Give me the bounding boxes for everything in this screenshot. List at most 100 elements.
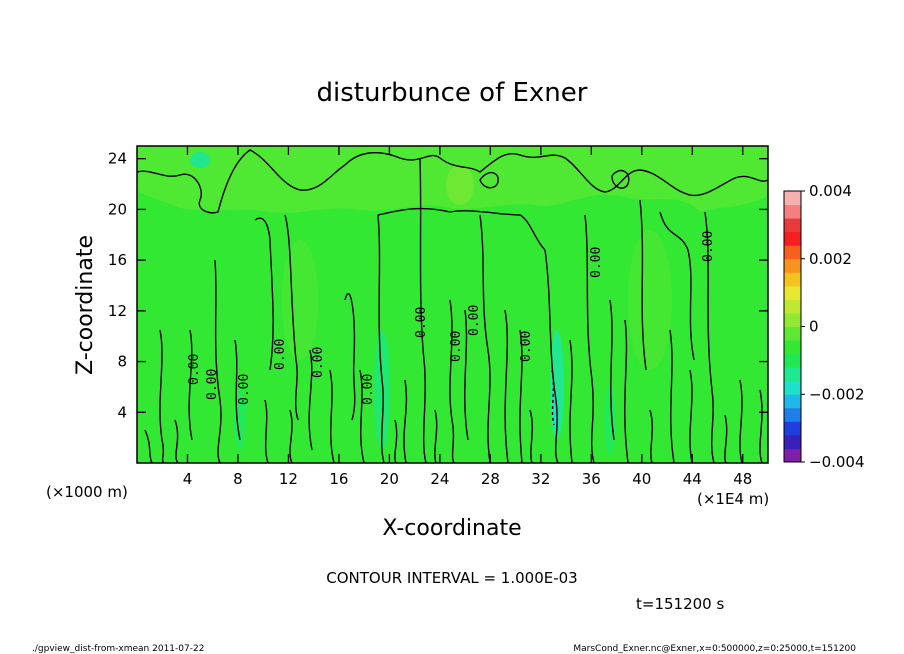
colorbar-tick-label: −0.004 bbox=[809, 453, 865, 471]
colorbar-segment bbox=[784, 434, 801, 449]
contour-line bbox=[464, 309, 469, 441]
colorbar-segment bbox=[784, 326, 801, 341]
colorbar-segment bbox=[784, 231, 801, 246]
contour-line bbox=[284, 214, 299, 421]
colorbar-segment bbox=[784, 312, 801, 327]
x-tick-label: 36 bbox=[582, 470, 601, 488]
footer-left: ./gpview_dist-from-xmean 2011-07-22 bbox=[32, 644, 204, 654]
contour-line bbox=[377, 214, 385, 463]
y-tick-label: 24 bbox=[108, 150, 127, 168]
contour-lines bbox=[137, 149, 768, 463]
contour-line bbox=[611, 169, 630, 189]
contour-label: 0.00 bbox=[701, 231, 716, 262]
negative-patch bbox=[374, 330, 390, 450]
contour-line bbox=[519, 329, 523, 463]
contour-line bbox=[174, 419, 179, 463]
contour-label: 0.00 bbox=[414, 307, 429, 338]
plot-area: 0.00 0.00 0.00 0.00 0.00 0.00 0.00 0.00 … bbox=[136, 145, 769, 464]
contour-line bbox=[188, 329, 193, 441]
contour-line bbox=[659, 211, 695, 361]
colorbar-segment bbox=[784, 367, 801, 382]
colorbar-tick-label: 0.004 bbox=[809, 182, 852, 200]
contour-line bbox=[624, 319, 629, 463]
x-unit-label: (×1000 m) bbox=[46, 483, 128, 501]
colorbar-tick-label: 0 bbox=[809, 318, 819, 336]
contour-line bbox=[394, 419, 398, 463]
contour-line bbox=[359, 369, 365, 463]
x-unit-label-secondary: (×1E4 m) bbox=[697, 490, 769, 508]
contour-line bbox=[584, 214, 595, 463]
y-axis: 4 8 12 16 20 24 bbox=[108, 150, 768, 421]
x-tick-label: 32 bbox=[531, 470, 550, 488]
colorbar-segment bbox=[784, 353, 801, 368]
contour-line bbox=[439, 153, 768, 197]
x-axis: 4 8 12 16 20 24 28 32 36 40 44 48 bbox=[183, 146, 752, 488]
contour-line bbox=[329, 369, 335, 463]
colorbar-labels: 0.004 0.002 0 −0.002 −0.004 bbox=[801, 182, 865, 471]
y-tick-label: 8 bbox=[117, 353, 127, 371]
contour-label: 0.00 bbox=[237, 374, 252, 405]
contour-line bbox=[544, 249, 559, 463]
contour-label: 0.00 bbox=[361, 374, 376, 405]
contour-line bbox=[704, 211, 715, 463]
colorbar-segment bbox=[784, 421, 801, 436]
contour-line bbox=[377, 207, 546, 251]
contour-line bbox=[159, 329, 165, 463]
negative-patch bbox=[604, 385, 616, 455]
contour-line bbox=[419, 157, 427, 463]
contour-line bbox=[569, 339, 573, 463]
colorbar-segment bbox=[784, 204, 801, 219]
contour-line bbox=[449, 299, 455, 463]
light-patch bbox=[446, 165, 474, 205]
contour-label: 0.00 bbox=[187, 354, 202, 385]
plot-frame bbox=[136, 145, 769, 464]
x-tick-label: 20 bbox=[380, 470, 399, 488]
colorbar-segment bbox=[784, 258, 801, 273]
contour-line bbox=[609, 299, 615, 441]
contour-line bbox=[649, 409, 653, 463]
y-tick-label: 20 bbox=[108, 200, 127, 218]
x-tick-label: 4 bbox=[183, 470, 193, 488]
x-axis-title: X-coordinate bbox=[382, 516, 521, 541]
field-patches bbox=[137, 146, 768, 455]
contour-label-group: 0.00 0.00 0.00 0.00 0.00 0.00 0.00 0.00 … bbox=[187, 231, 716, 405]
colorbar-segment bbox=[784, 285, 801, 300]
contour-label: 0.00 bbox=[273, 339, 288, 370]
colorbar-segment bbox=[784, 340, 801, 355]
contour-label: 0.00 bbox=[311, 347, 326, 378]
colorbar bbox=[783, 190, 802, 463]
time-label: t=151200 s bbox=[636, 595, 724, 613]
colorbar-segment bbox=[784, 272, 801, 287]
contour-line bbox=[137, 149, 441, 214]
light-patch bbox=[628, 230, 672, 370]
colorbar-tick-label: −0.002 bbox=[809, 385, 865, 403]
x-tick-label: 16 bbox=[329, 470, 348, 488]
x-tick-label: 8 bbox=[233, 470, 243, 488]
chart-title: disturbunce of Exner bbox=[317, 78, 588, 108]
contour-line bbox=[724, 414, 728, 463]
contour-line bbox=[144, 429, 153, 463]
contour-line bbox=[289, 409, 293, 463]
colorbar-segment bbox=[784, 218, 801, 233]
colorbar-segment bbox=[784, 299, 801, 314]
x-tick-label: 44 bbox=[683, 470, 702, 488]
colorbar-segment bbox=[784, 245, 801, 260]
contour-line bbox=[234, 339, 241, 441]
footer-right: MarsCond_Exner.nc@Exner,x=0:500000,z=0:2… bbox=[573, 644, 856, 654]
colorbar-tick-label: 0.002 bbox=[809, 250, 852, 268]
colorbar-segment bbox=[784, 394, 801, 409]
y-tick-label: 12 bbox=[108, 302, 127, 320]
contour-line bbox=[479, 172, 499, 189]
contour-line bbox=[504, 309, 509, 463]
contour-line bbox=[689, 369, 693, 463]
contour-line bbox=[214, 259, 222, 463]
x-tick-label: 48 bbox=[733, 470, 752, 488]
contour-line bbox=[344, 293, 356, 421]
contour-line bbox=[434, 409, 438, 463]
colorbar-segment bbox=[784, 407, 801, 422]
y-tick-label: 16 bbox=[108, 251, 127, 269]
contour-line bbox=[264, 399, 269, 463]
contour-interval-text: CONTOUR INTERVAL = 1.000E-03 bbox=[326, 569, 577, 587]
contour-label: 0.00 bbox=[467, 305, 482, 336]
contour-line bbox=[639, 199, 647, 371]
